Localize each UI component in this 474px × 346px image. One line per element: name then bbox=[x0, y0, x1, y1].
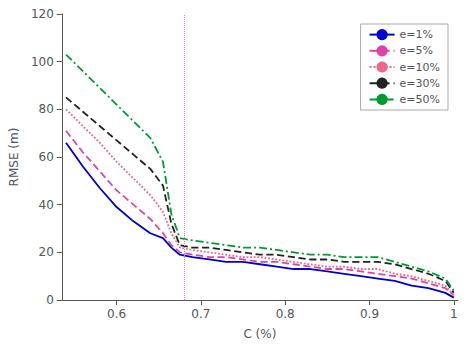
svg-text:20: 20 bbox=[39, 245, 54, 259]
svg-text:0.9: 0.9 bbox=[360, 307, 379, 321]
svg-text:100: 100 bbox=[31, 55, 54, 69]
svg-text:60: 60 bbox=[39, 150, 54, 164]
svg-text:1: 1 bbox=[450, 307, 458, 321]
svg-text:120: 120 bbox=[31, 7, 54, 21]
svg-text:80: 80 bbox=[39, 102, 54, 116]
svg-text:RMSE (m): RMSE (m) bbox=[7, 128, 21, 187]
svg-text:e=30%: e=30% bbox=[400, 77, 440, 90]
svg-text:e=5%: e=5% bbox=[400, 44, 433, 57]
svg-text:40: 40 bbox=[39, 198, 54, 212]
svg-text:e=1%: e=1% bbox=[400, 28, 433, 41]
svg-text:0: 0 bbox=[46, 293, 54, 307]
svg-text:e=50%: e=50% bbox=[400, 93, 440, 106]
svg-text:C (%): C (%) bbox=[243, 327, 276, 341]
svg-text:0.7: 0.7 bbox=[191, 307, 210, 321]
svg-text:0.8: 0.8 bbox=[276, 307, 295, 321]
svg-text:e=10%: e=10% bbox=[400, 61, 440, 74]
svg-text:0.6: 0.6 bbox=[107, 307, 126, 321]
